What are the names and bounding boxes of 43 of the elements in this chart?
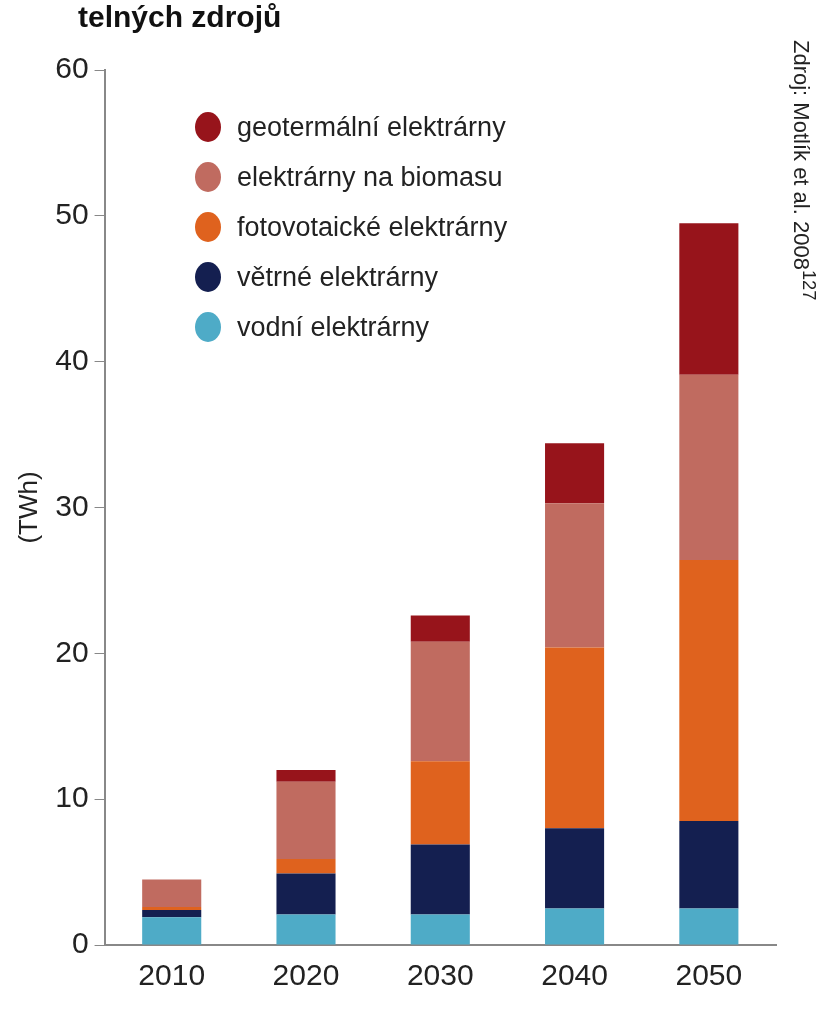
bar: [142, 917, 202, 945]
bar: [276, 770, 336, 782]
bar: [545, 828, 605, 909]
legend-label: vodní elektrárny: [237, 311, 430, 343]
bar: [410, 914, 470, 945]
x-tick-label: 2010: [138, 958, 206, 992]
bar: [410, 761, 470, 845]
y-axis-title: (TWh): [12, 471, 43, 544]
y-tick-label: 30: [55, 488, 89, 522]
y-tick-label: 60: [55, 51, 89, 85]
bar: [679, 821, 739, 909]
bar: [142, 910, 202, 918]
chart-title: telných zdrojů: [78, 0, 282, 34]
legend-label: větrné elektrárny: [237, 261, 439, 293]
legend-label: elektrárny na biomasu: [237, 161, 503, 193]
legend-label: fotovotaické elektrárny: [237, 211, 508, 243]
x-tick-label: 2040: [541, 958, 608, 992]
bar: [142, 879, 202, 908]
bar: [276, 858, 336, 874]
x-tick-label: 2020: [272, 958, 340, 992]
bar: [276, 873, 336, 915]
bar: [545, 647, 605, 829]
bar: [410, 615, 470, 642]
x-tick-label: 2030: [406, 958, 474, 992]
y-tick-label: 20: [55, 634, 89, 668]
bar: [679, 374, 739, 560]
bar: [545, 443, 605, 504]
bar: [410, 844, 470, 915]
bar: [545, 503, 605, 648]
bar: [142, 907, 202, 910]
bar: [276, 914, 336, 945]
bar: [545, 908, 605, 945]
bar: [679, 908, 739, 945]
y-tick-label: 10: [55, 780, 89, 814]
bar: [679, 560, 739, 822]
y-tick-label: 0: [71, 926, 89, 960]
legend-label: geotermální elektrárny: [237, 111, 506, 143]
bar: [276, 781, 336, 859]
y-tick-label: 40: [55, 342, 89, 376]
bar: [679, 223, 739, 375]
x-tick-label: 2050: [675, 958, 743, 992]
bar: [410, 641, 470, 762]
y-tick-label: 50: [55, 197, 89, 231]
